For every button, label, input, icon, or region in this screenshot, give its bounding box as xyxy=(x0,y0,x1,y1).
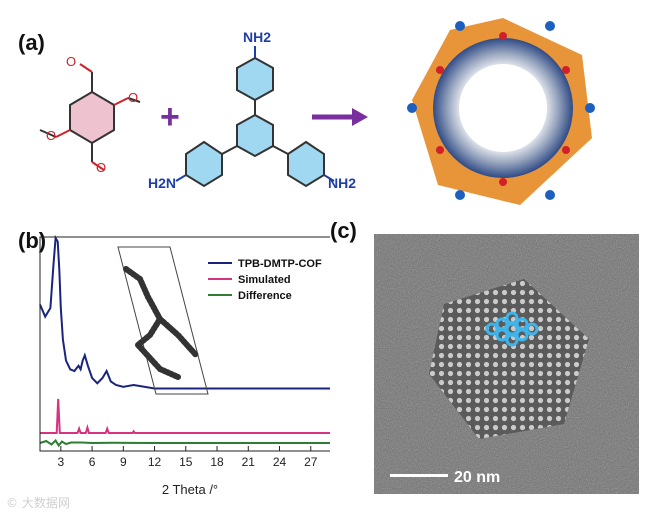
x-axis-label: 2 Theta /° xyxy=(162,482,218,497)
reaction-scheme: O O O O + NH2 H2N NH2 xyxy=(39,18,595,205)
x-tick-label: 12 xyxy=(148,455,162,469)
plus-sign: + xyxy=(160,98,180,136)
x-tick-label: 27 xyxy=(304,455,318,469)
x-tick-label: 18 xyxy=(210,455,224,469)
unit-cell-inset xyxy=(117,246,209,395)
svg-text:O: O xyxy=(96,160,106,175)
legend-label: Difference xyxy=(238,290,292,302)
hexagonal-overlay xyxy=(485,311,539,347)
svg-text:O: O xyxy=(128,90,138,105)
scale-bar xyxy=(390,474,448,477)
legend-label: TPB-DMTP-COF xyxy=(238,258,322,270)
x-tick-label: 9 xyxy=(120,455,127,469)
triamine-monomer xyxy=(175,46,335,188)
panel-label-a: (a) xyxy=(18,30,45,55)
amine-left-label: H2N xyxy=(148,175,176,191)
x-tick-label: 15 xyxy=(179,455,193,469)
reaction-arrow xyxy=(312,108,368,126)
dialdehyde-monomer: O O O O xyxy=(39,54,141,175)
svg-text:O: O xyxy=(66,54,76,69)
x-tick-label: 6 xyxy=(89,455,96,469)
series-line-tpb-dmtp-cof xyxy=(39,234,330,390)
amine-right-label: NH2 xyxy=(328,175,356,191)
series-line-difference xyxy=(39,438,330,448)
scale-bar-label: 20 nm xyxy=(454,469,500,486)
plot-frame xyxy=(39,236,330,452)
svg-text:O: O xyxy=(46,128,56,143)
tem-image: 20 nm xyxy=(374,234,639,494)
x-tick-label: 3 xyxy=(57,455,64,469)
x-tick-label: 21 xyxy=(242,455,256,469)
cof-pore-model xyxy=(407,18,595,205)
legend-label: Simulated xyxy=(238,274,291,286)
pxrd-chart: 36912151821242730 TPB-DMTP-COFSimulatedD… xyxy=(39,234,330,497)
watermark: © 大数据网 xyxy=(6,496,70,510)
panel-label-b: (b) xyxy=(18,228,47,253)
panel-label-c: (c) xyxy=(330,218,357,243)
series-line-simulated xyxy=(40,398,330,434)
amine-top-label: NH2 xyxy=(243,29,271,45)
x-tick-label: 24 xyxy=(273,455,287,469)
